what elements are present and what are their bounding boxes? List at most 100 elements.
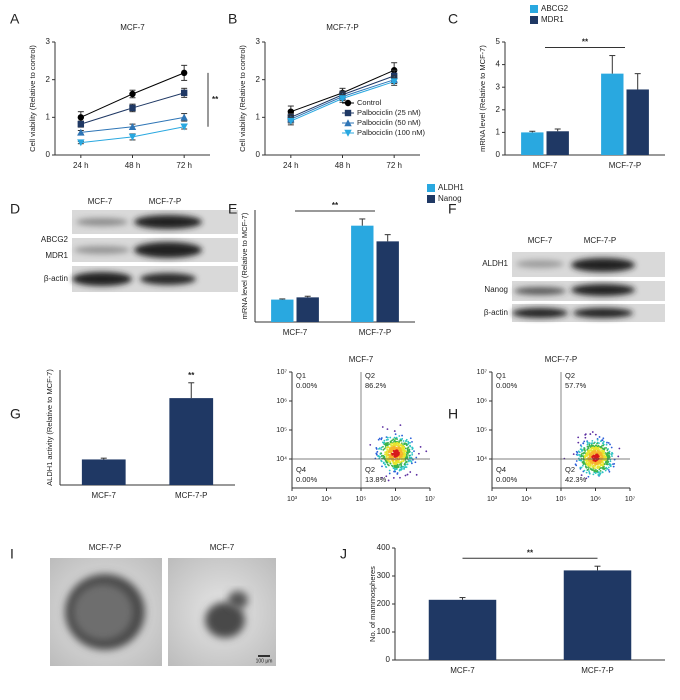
blot-column: MCF-7-P	[584, 236, 616, 245]
event-dot	[581, 464, 584, 467]
event-dot	[587, 445, 590, 448]
quadrant-name: Q4	[496, 465, 506, 474]
event-dot	[411, 453, 414, 456]
y-tick-label: 400	[377, 543, 391, 552]
event-dot	[415, 473, 418, 476]
event-dot	[404, 447, 407, 450]
panel-label: F	[448, 201, 457, 217]
event-dot	[591, 456, 594, 459]
event-dot	[385, 450, 388, 453]
event-dot	[403, 466, 406, 469]
event-dot	[602, 440, 605, 443]
x-tick-label: 72 h	[176, 161, 192, 170]
event-dot	[607, 466, 610, 469]
bar	[521, 132, 544, 155]
event-dot	[386, 463, 389, 466]
event-dot	[379, 456, 381, 458]
marker	[77, 139, 85, 147]
x-tick-label: 24 h	[283, 161, 299, 170]
blot-row: ABCG2	[41, 235, 69, 244]
event-dot	[403, 443, 406, 446]
y-tick-label: 200	[377, 599, 391, 608]
event-dot	[400, 460, 403, 463]
event-dot	[599, 469, 602, 472]
event-dot	[381, 465, 383, 468]
event-dot	[404, 461, 407, 464]
event-dot	[596, 438, 599, 441]
event-dot	[576, 451, 579, 454]
event-dot	[580, 445, 583, 448]
event-dot	[596, 442, 598, 445]
x-tick-label: MCF-7	[450, 666, 475, 675]
y-tick-label: 1	[46, 112, 51, 121]
quadrant-percent: 42.3%	[565, 475, 587, 484]
y-axis-label: Cell viability (Relative to control)	[238, 45, 247, 152]
event-dot	[390, 464, 393, 467]
marker	[77, 128, 85, 136]
event-dot	[409, 445, 412, 448]
x-tick-label: 48 h	[335, 161, 351, 170]
event-dot	[580, 459, 583, 462]
blot-f: MCF-7 MCF-7-P ALDH1 Nanog β-actin	[482, 236, 665, 322]
event-dot	[375, 448, 378, 450]
event-dot	[387, 479, 390, 482]
event-dot	[380, 438, 383, 441]
event-dot	[602, 462, 605, 465]
event-dot	[390, 442, 393, 445]
x-tick-label: 10⁷	[625, 496, 636, 503]
event-dot	[384, 445, 387, 447]
event-dot	[597, 471, 600, 473]
event-dot	[398, 435, 401, 437]
event-dot	[405, 444, 408, 447]
panel-label: A	[10, 11, 20, 27]
event-dot	[377, 438, 380, 441]
x-tick-label: MCF-7	[92, 491, 117, 500]
bar	[81, 459, 126, 485]
bar	[351, 225, 374, 322]
event-dot	[601, 444, 604, 447]
event-dot	[611, 455, 613, 458]
legend-swatch	[427, 195, 435, 203]
event-dot	[608, 452, 611, 455]
event-dot	[599, 446, 602, 449]
event-dot	[612, 463, 614, 466]
event-dot	[399, 466, 402, 469]
quadrant-percent: 0.00%	[496, 475, 518, 484]
legend-label: Palbociclin (25 nM)	[357, 108, 421, 117]
legend-label: MDR1	[541, 15, 564, 24]
event-dot	[383, 447, 386, 450]
y-tick-label: 5	[496, 37, 501, 46]
y-axis-label: ALDH1 activity (Relative to MCF-7)	[45, 369, 54, 486]
event-dot	[411, 446, 413, 449]
event-dot	[600, 467, 603, 469]
bar	[296, 297, 319, 322]
significance: **	[212, 95, 219, 104]
event-dot	[382, 445, 384, 448]
quadrant-percent: 57.7%	[565, 381, 587, 390]
event-dot	[610, 453, 613, 456]
event-dot	[404, 474, 407, 477]
marker	[180, 113, 188, 121]
marker	[344, 99, 352, 107]
event-dot	[575, 460, 578, 462]
y-tick-label: 10⁴	[476, 456, 487, 463]
event-dot	[592, 473, 595, 476]
band	[571, 258, 635, 272]
blot-column: MCF-7	[528, 236, 553, 245]
event-dot	[588, 442, 591, 444]
y-tick-label: 100	[377, 627, 391, 636]
bar	[601, 73, 624, 155]
event-dot	[584, 465, 587, 468]
marker	[77, 114, 85, 121]
event-dot	[413, 450, 415, 453]
event-dot	[385, 466, 388, 468]
band	[571, 284, 635, 296]
y-tick-label: 3	[46, 37, 51, 46]
event-dot	[608, 470, 611, 473]
event-dot	[583, 469, 586, 472]
event-dot	[618, 447, 621, 450]
event-dot	[599, 447, 602, 450]
event-dot	[580, 466, 583, 469]
y-tick-label: 10⁶	[476, 398, 487, 405]
